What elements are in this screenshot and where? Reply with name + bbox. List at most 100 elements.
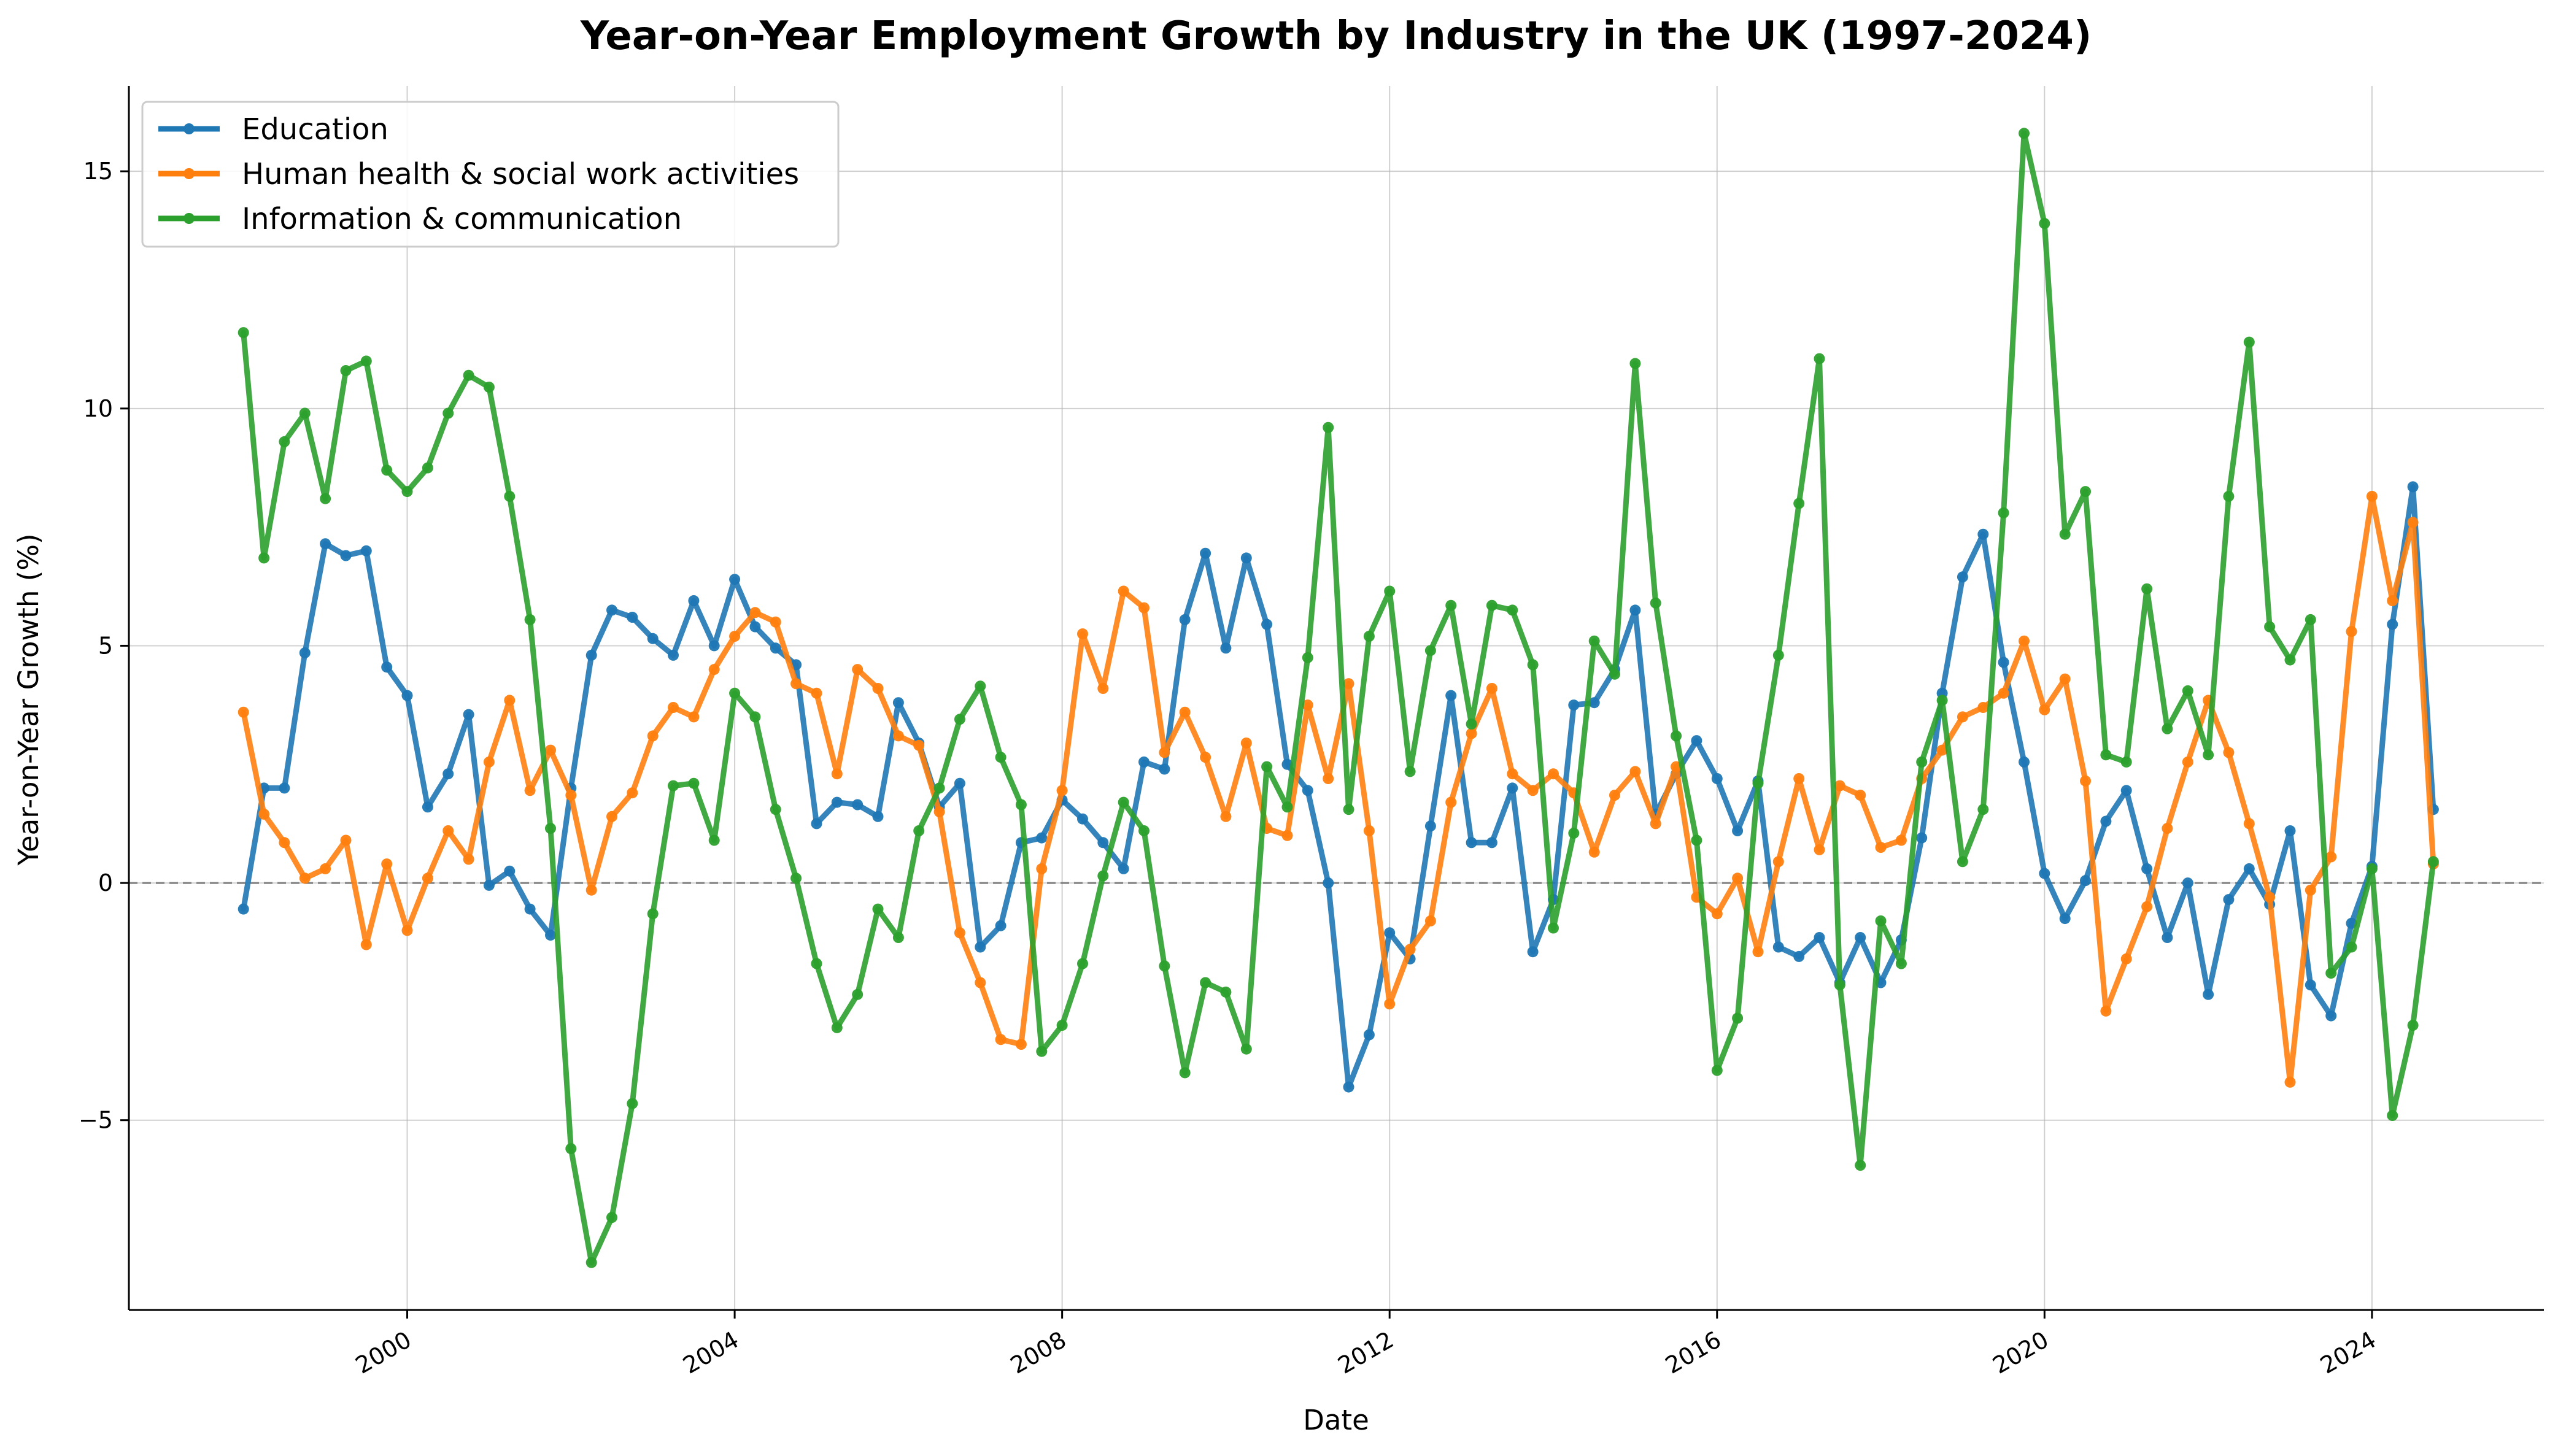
data-point-human-health-and-social-work-activities — [1814, 844, 1825, 855]
chart-title: Year-on-Year Employment Growth by Indust… — [580, 13, 2092, 59]
data-point-information-and-communication — [1363, 631, 1375, 642]
data-point-human-health-and-social-work-activities — [627, 787, 638, 799]
data-point-human-health-and-social-work-activities — [1486, 683, 1497, 694]
data-point-human-health-and-social-work-activities — [1200, 752, 1211, 763]
data-point-information-and-communication — [1793, 498, 1805, 509]
data-point-human-health-and-social-work-activities — [1793, 773, 1805, 784]
data-point-human-health-and-social-work-activities — [1445, 796, 1457, 808]
data-point-human-health-and-social-work-activities — [1875, 842, 1887, 853]
data-point-information-and-communication — [381, 464, 393, 476]
data-point-information-and-communication — [2366, 863, 2378, 874]
data-point-information-and-communication — [320, 493, 331, 504]
data-point-education — [1568, 699, 1580, 711]
data-point-information-and-communication — [770, 804, 781, 815]
legend-label-human-health: Human health & social work activities — [242, 157, 799, 191]
data-point-human-health-and-social-work-activities — [1118, 585, 1129, 597]
data-point-human-health-and-social-work-activities — [2182, 756, 2193, 768]
data-point-education — [975, 941, 986, 953]
data-point-education — [627, 612, 638, 623]
data-point-information-and-communication — [1671, 730, 1682, 742]
data-point-education — [1261, 618, 1273, 630]
data-point-human-health-and-social-work-activities — [1424, 915, 1436, 926]
data-point-information-and-communication — [2346, 941, 2357, 953]
data-point-information-and-communication — [811, 958, 822, 969]
data-point-education — [688, 595, 700, 606]
series-information-and-communication — [238, 128, 2439, 1268]
data-point-human-health-and-social-work-activities — [238, 706, 249, 718]
data-point-human-health-and-social-work-activities — [585, 884, 597, 896]
data-point-human-health-and-social-work-activities — [1527, 785, 1539, 796]
series-line-education — [241, 483, 2436, 1090]
data-point-human-health-and-social-work-activities — [545, 744, 556, 756]
x-tick-label: 2008 — [1006, 1326, 1071, 1379]
y-tick-label: 0 — [98, 869, 113, 896]
data-point-education — [1916, 832, 1928, 844]
data-point-human-health-and-social-work-activities — [2264, 892, 2276, 903]
legend-item-education: Education — [158, 112, 388, 147]
data-point-education — [1957, 571, 1968, 583]
data-point-education — [995, 920, 1007, 931]
data-point-information-and-communication — [1036, 1046, 1048, 1057]
data-point-information-and-communication — [2407, 1020, 2419, 1031]
data-point-education — [1998, 657, 2009, 668]
data-point-human-health-and-social-work-activities — [340, 834, 352, 846]
data-point-human-health-and-social-work-activities — [1323, 773, 1334, 784]
data-point-human-health-and-social-work-activities — [668, 702, 679, 713]
data-point-human-health-and-social-work-activities — [381, 858, 393, 870]
series-line-information-and-communication — [241, 130, 2436, 1266]
data-point-human-health-and-social-work-activities — [2284, 1076, 2296, 1088]
data-point-human-health-and-social-work-activities — [1711, 908, 1723, 920]
data-point-education — [483, 879, 495, 891]
data-point-human-health-and-social-work-activities — [565, 790, 577, 801]
data-point-information-and-communication — [1138, 825, 1150, 836]
x-tick-label: 2000 — [351, 1326, 416, 1379]
data-point-information-and-communication — [442, 407, 454, 419]
y-tick-label: −5 — [79, 1107, 113, 1134]
data-point-human-health-and-social-work-activities — [1302, 699, 1313, 711]
data-point-education — [340, 550, 352, 561]
data-point-education — [729, 574, 741, 585]
data-point-human-health-and-social-work-activities — [647, 730, 659, 742]
x-tick-label: 2004 — [678, 1326, 743, 1379]
data-point-human-health-and-social-work-activities — [2305, 884, 2316, 896]
data-point-information-and-communication — [852, 988, 864, 1000]
data-point-education — [360, 545, 372, 557]
data-point-education — [2080, 875, 2091, 887]
data-point-information-and-communication — [360, 355, 372, 367]
data-point-education — [1588, 697, 1600, 709]
data-point-education — [2223, 894, 2235, 906]
data-point-information-and-communication — [933, 782, 945, 794]
data-point-information-and-communication — [1875, 915, 1887, 926]
data-point-human-health-and-social-work-activities — [1363, 825, 1375, 836]
series-layer — [238, 128, 2439, 1268]
data-point-information-and-communication — [1507, 604, 1518, 616]
data-point-information-and-communication — [2243, 336, 2255, 348]
data-point-human-health-and-social-work-activities — [504, 695, 516, 706]
data-point-education — [1772, 941, 1784, 953]
data-point-information-and-communication — [1118, 796, 1129, 808]
data-point-education — [1424, 820, 1436, 832]
data-point-information-and-communication — [1077, 958, 1088, 969]
data-point-information-and-communication — [463, 369, 474, 381]
data-point-human-health-and-social-work-activities — [299, 872, 311, 884]
data-point-information-and-communication — [2059, 528, 2071, 540]
data-point-human-health-and-social-work-activities — [258, 808, 270, 820]
data-point-human-health-and-social-work-activities — [442, 825, 454, 836]
data-point-human-health-and-social-work-activities — [770, 616, 781, 628]
data-point-information-and-communication — [872, 903, 884, 915]
data-point-education — [892, 697, 904, 709]
data-point-information-and-communication — [1404, 766, 1416, 777]
data-point-education — [442, 768, 454, 780]
data-point-human-health-and-social-work-activities — [1138, 602, 1150, 614]
y-axis-label: Year-on-Year Growth (%) — [12, 533, 45, 866]
data-point-human-health-and-social-work-activities — [1998, 687, 2009, 699]
data-point-education — [647, 633, 659, 644]
data-point-information-and-communication — [1957, 856, 1968, 868]
data-point-human-health-and-social-work-activities — [2407, 517, 2419, 528]
data-point-human-health-and-social-work-activities — [708, 664, 720, 676]
data-point-education — [2141, 863, 2153, 874]
x-axis-label: Date — [1303, 1404, 1369, 1436]
data-point-human-health-and-social-work-activities — [1650, 818, 1661, 830]
data-point-information-and-communication — [749, 711, 761, 723]
